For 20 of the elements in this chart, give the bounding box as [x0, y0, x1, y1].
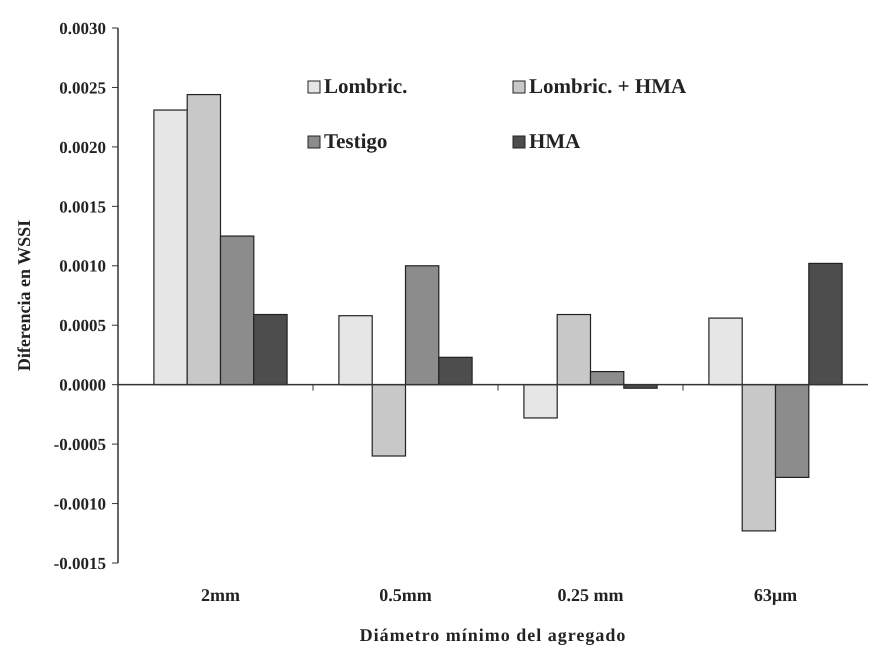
x-tick-label: 2mm [201, 585, 240, 605]
y-tick-label: 0.0010 [59, 256, 106, 276]
y-tick-label: 0.0020 [59, 138, 106, 157]
x-axis-title: Diámetro mínimo del agregado [360, 625, 626, 645]
y-axis-title: Diferencia en WSSI [14, 220, 34, 372]
y-tick-label: 0.0015 [59, 197, 106, 216]
x-tick-label: 63µm [754, 585, 798, 605]
y-tick-label: 0.0030 [59, 18, 106, 38]
y-tick-label: -0.0005 [54, 435, 106, 454]
legend-label: Testigo [324, 129, 388, 153]
y-tick-label: 0.0025 [59, 78, 106, 98]
y-tick-label: 0.0005 [59, 316, 106, 336]
y-tick-label: 0.0000 [59, 376, 106, 395]
x-tick-label: 0.5mm [379, 585, 432, 605]
y-tick-label: -0.0015 [54, 554, 106, 573]
y-tick-label: -0.0010 [54, 494, 106, 514]
legend-label: Lombric. + HMA [529, 74, 688, 98]
legend-label: Lombric. [324, 74, 408, 98]
x-tick-label: 0.25 mm [558, 585, 624, 605]
legend-label: HMA [529, 129, 582, 153]
